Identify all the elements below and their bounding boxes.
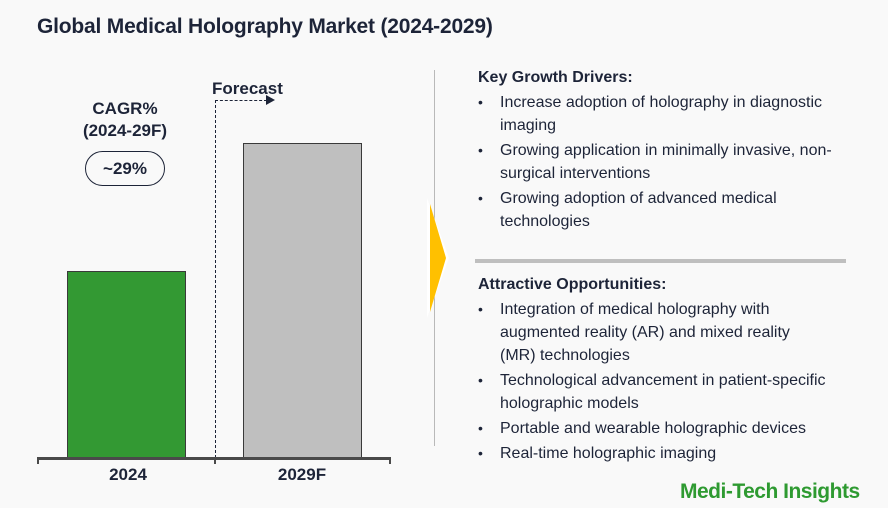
chevron-right-icon	[427, 198, 449, 318]
cagr-label-line1: CAGR%	[92, 99, 158, 118]
x-axis-tick	[214, 457, 216, 464]
opportunities-section: Attractive Opportunities: • Integration o…	[478, 275, 828, 467]
list-item: • Integration of medical holography with …	[478, 298, 828, 367]
list-item: • Growing application in minimally invasi…	[478, 139, 838, 185]
forecast-arrow-line	[215, 100, 267, 101]
cagr-value-badge: ~29%	[85, 151, 165, 186]
bullet-icon: •	[478, 420, 483, 436]
opportunities-heading: Attractive Opportunities:	[478, 276, 667, 293]
brand-logo: Medi-Tech Insights	[680, 480, 860, 503]
bullet-icon: •	[478, 445, 483, 461]
bar-2029F	[243, 143, 362, 457]
list-item: • Real-time holographic imaging	[478, 442, 828, 465]
bullet-icon: •	[478, 301, 483, 317]
cagr-label-line2: (2024-29F)	[82, 121, 168, 140]
list-item: • Increase adoption of holography in diag…	[478, 91, 838, 137]
bullet-icon: •	[478, 190, 483, 206]
x-label-2024: 2024	[109, 465, 147, 484]
bar-2024	[67, 271, 186, 457]
list-item: • Growing adoption of advanced medical te…	[478, 187, 838, 233]
x-axis-tick	[37, 457, 39, 464]
section-separator	[475, 259, 846, 263]
forecast-divider-line	[215, 100, 216, 458]
cagr-label: CAGR% (2024-29F)	[60, 98, 190, 142]
bullet-icon: •	[478, 142, 483, 158]
forecast-label: Forecast	[212, 79, 283, 98]
growth-drivers-heading: Key Growth Drivers:	[478, 69, 633, 86]
forecast-arrowhead-icon	[266, 95, 275, 105]
opportunities-list: • Integration of medical holography with …	[478, 298, 828, 465]
x-axis-tick	[389, 457, 391, 464]
growth-drivers-section: Key Growth Drivers: • Increase adoption o…	[478, 68, 838, 235]
bullet-icon: •	[478, 372, 483, 388]
growth-drivers-list: • Increase adoption of holography in diag…	[478, 91, 838, 233]
page-title: Global Medical Holography Market (2024-2…	[37, 15, 493, 38]
x-label-2029F: 2029F	[277, 465, 327, 484]
bullet-icon: •	[478, 94, 483, 110]
list-item: • Technological advancement in patient-sp…	[478, 369, 828, 415]
list-item: • Portable and wearable holographic devic…	[478, 417, 828, 440]
